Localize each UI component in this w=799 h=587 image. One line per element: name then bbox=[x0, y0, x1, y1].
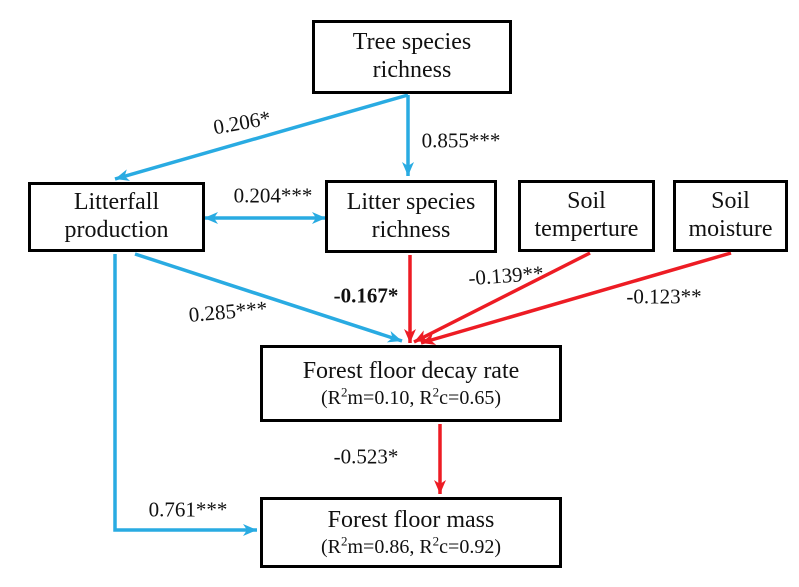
r2-text: c=0.92) bbox=[439, 536, 501, 559]
node-soil-moisture: Soil moisture bbox=[673, 180, 788, 252]
r2-text: m=0.10, R bbox=[347, 387, 433, 410]
node-r-squared: (R2m=0.10, R2c=0.65) bbox=[320, 384, 501, 410]
node-litter-species-richness: Litter species richness bbox=[325, 180, 497, 253]
node-label: Soil moisture bbox=[688, 188, 773, 242]
coef-soilmoist-decay: -0.123** bbox=[626, 284, 702, 309]
r2-text: m=0.86, R bbox=[347, 536, 433, 559]
edge-soiltemp-to-decay bbox=[413, 251, 591, 344]
node-label: Soil temperture bbox=[534, 188, 639, 242]
node-soil-temperature: Soil temperture bbox=[518, 180, 655, 252]
coef-soiltemp-decay: -0.139** bbox=[467, 260, 545, 291]
node-label: Tree species richness bbox=[352, 29, 472, 83]
r2-sup: 2 bbox=[340, 384, 348, 400]
node-label: Forest floor mass bbox=[327, 506, 495, 533]
node-label: Litter species richness bbox=[346, 188, 476, 243]
coef-litterfall-mass: 0.761*** bbox=[148, 497, 228, 522]
edge-litterfall-to-decay bbox=[134, 252, 403, 343]
node-label: Forest floor decay rate bbox=[302, 357, 520, 384]
r2-text: (R bbox=[320, 387, 341, 410]
edge-tree-to-litterfall bbox=[114, 93, 409, 181]
coef-litterfall-litter: 0.204*** bbox=[233, 183, 313, 208]
r2-text: c=0.65) bbox=[439, 387, 501, 410]
r2-text: (R bbox=[320, 536, 341, 559]
node-forest-floor-decay-rate: Forest floor decay rate (R2m=0.10, R2c=0… bbox=[260, 345, 562, 422]
r2-sup: 2 bbox=[432, 533, 440, 549]
edge-litterfall-to-mass bbox=[113, 254, 257, 536]
edge-soilmoist-to-decay bbox=[420, 251, 732, 345]
coef-tree-litter: 0.855*** bbox=[421, 128, 501, 153]
node-forest-floor-mass: Forest floor mass (R2m=0.86, R2c=0.92) bbox=[260, 497, 562, 568]
coef-litter-decay: -0.167* bbox=[333, 283, 399, 308]
node-litterfall-production: Litterfall production bbox=[28, 182, 205, 252]
coef-decay-mass: -0.523* bbox=[333, 444, 399, 469]
node-label: Litterfall production bbox=[64, 189, 169, 243]
r2-sup: 2 bbox=[340, 533, 348, 549]
r2-sup: 2 bbox=[432, 384, 440, 400]
node-tree-species-richness: Tree species richness bbox=[312, 20, 512, 94]
node-r-squared: (R2m=0.86, R2c=0.92) bbox=[320, 533, 501, 559]
